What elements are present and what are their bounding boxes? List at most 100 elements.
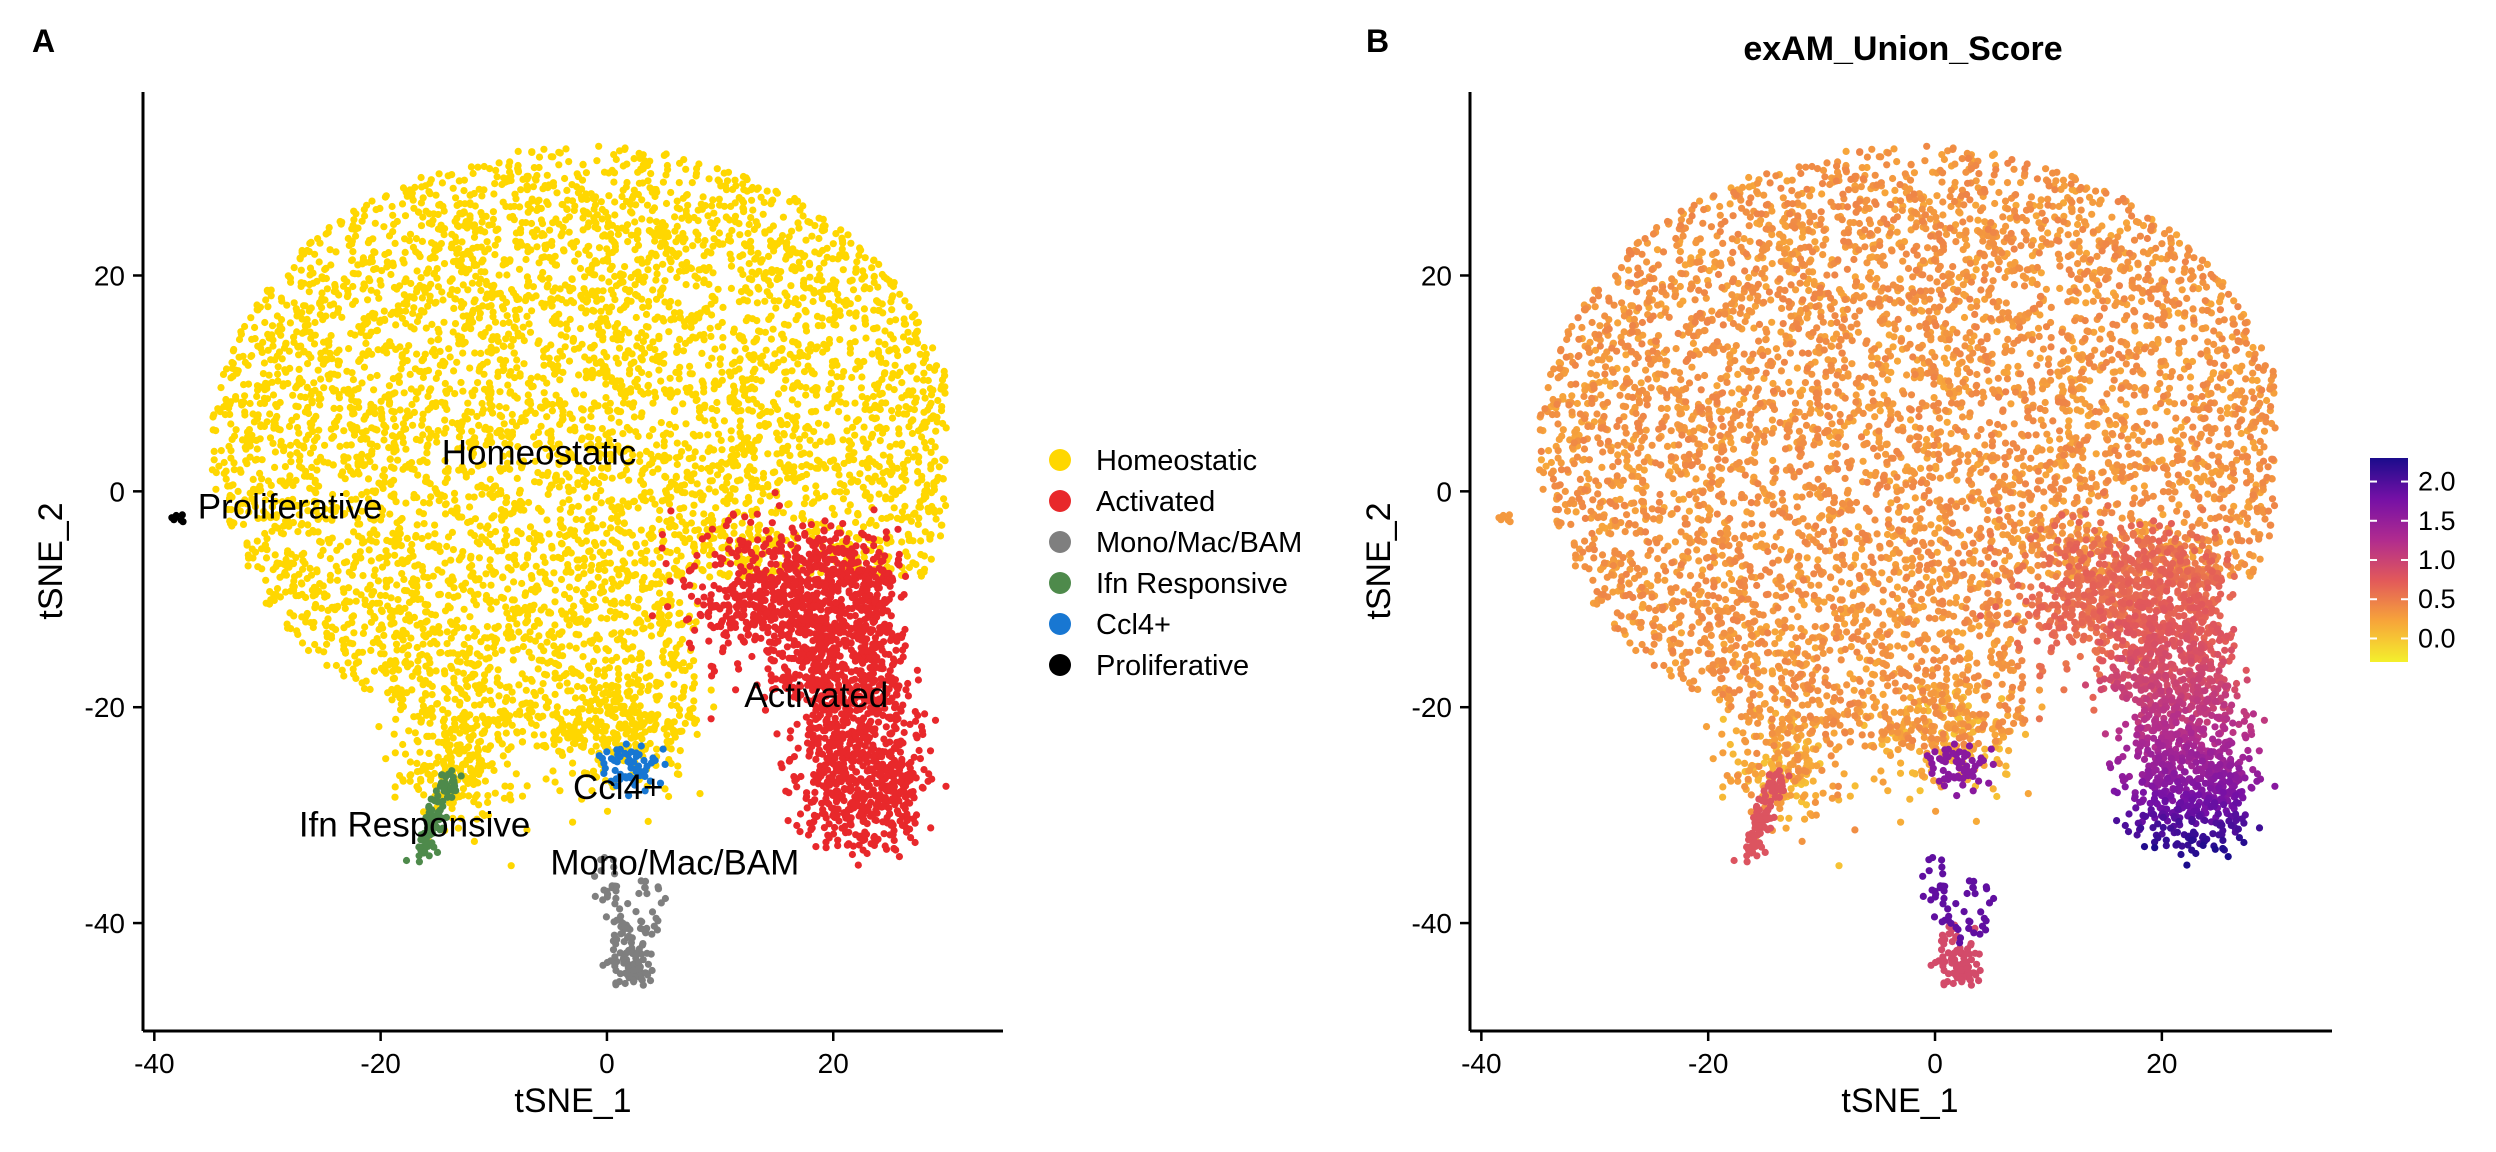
point-homeostatic: [625, 370, 634, 378]
point-homeostatic: [422, 691, 430, 699]
point-homeostatic: [564, 561, 572, 569]
point-homeostatic: [494, 235, 502, 243]
point-homeostatic: [662, 199, 671, 208]
point-homeostatic: [474, 590, 482, 598]
point-homeostatic: [515, 265, 524, 273]
point-homeostatic: [758, 409, 767, 418]
point-homeostatic: [376, 277, 384, 285]
point-homeostatic: [487, 581, 495, 589]
point-homeostatic: [477, 209, 485, 217]
point-homeostatic: [698, 349, 706, 357]
point-homeostatic: [579, 391, 588, 399]
point-homeostatic: [506, 203, 514, 211]
point-homeostatic: [582, 309, 590, 317]
point-homeostatic: [372, 206, 380, 214]
point-homeostatic: [667, 188, 675, 197]
point-homeostatic: [711, 377, 719, 385]
point-homeostatic: [822, 464, 830, 472]
point-homeostatic: [727, 372, 735, 380]
point-homeostatic: [688, 370, 696, 378]
point-homeostatic: [598, 425, 606, 433]
point-homeostatic: [631, 559, 639, 567]
point-homeostatic: [427, 337, 435, 345]
point-homeostatic: [812, 489, 821, 497]
point-homeostatic: [403, 300, 411, 308]
point-homeostatic: [244, 380, 253, 388]
point-homeostatic: [266, 434, 275, 442]
point-homeostatic: [254, 514, 262, 523]
point-homeostatic: [637, 166, 645, 174]
point-homeostatic: [337, 471, 345, 479]
point-homeostatic: [530, 731, 538, 739]
point-homeostatic: [798, 462, 806, 471]
point-homeostatic: [453, 201, 461, 209]
point-homeostatic: [389, 262, 397, 270]
point-homeostatic: [667, 297, 675, 306]
point-homeostatic: [238, 436, 247, 444]
point-homeostatic: [557, 331, 565, 339]
point-homeostatic: [332, 248, 340, 256]
point-homeostatic: [689, 333, 697, 341]
point-homeostatic: [392, 345, 400, 353]
point-homeostatic: [226, 410, 234, 418]
point-homeostatic: [460, 300, 468, 308]
point-homeostatic: [386, 510, 394, 518]
point-homeostatic: [612, 155, 620, 164]
point-homeostatic: [253, 537, 261, 545]
point-homeostatic: [792, 295, 800, 303]
point-homeostatic: [646, 216, 654, 224]
point-homeostatic: [523, 554, 532, 562]
point-homeostatic: [361, 623, 369, 631]
point-homeostatic: [719, 343, 727, 351]
point-homeostatic: [812, 441, 820, 449]
point-homeostatic: [508, 688, 516, 696]
point-homeostatic: [637, 387, 645, 396]
point-homeostatic: [247, 314, 255, 322]
point-homeostatic: [421, 600, 429, 609]
point-homeostatic: [492, 624, 500, 633]
point-homeostatic: [311, 604, 319, 612]
point-homeostatic: [937, 407, 946, 415]
point-homeostatic: [605, 249, 613, 257]
point-homeostatic: [267, 356, 275, 364]
point-homeostatic: [883, 275, 891, 283]
point-homeostatic: [489, 215, 497, 223]
point-homeostatic: [385, 232, 394, 240]
point-homeostatic: [253, 392, 261, 400]
point-homeostatic: [639, 625, 647, 633]
point-homeostatic: [539, 553, 547, 561]
point-homeostatic: [419, 625, 427, 633]
point-homeostatic: [689, 684, 697, 692]
point-homeostatic: [632, 201, 640, 209]
point-homeostatic: [757, 497, 765, 505]
point-homeostatic: [603, 353, 611, 361]
point-homeostatic: [510, 596, 518, 604]
point-homeostatic: [478, 409, 486, 417]
point-homeostatic: [673, 460, 681, 469]
point-homeostatic: [370, 571, 378, 580]
point-homeostatic: [879, 451, 888, 459]
point-homeostatic: [890, 279, 898, 287]
panel-label-b: B: [1366, 23, 1389, 59]
point-homeostatic: [889, 370, 897, 378]
point-homeostatic: [645, 432, 654, 440]
point-homeostatic: [378, 267, 386, 275]
point-homeostatic: [789, 416, 797, 424]
point-homeostatic: [588, 366, 596, 374]
point-homeostatic: [849, 423, 857, 431]
point-homeostatic: [638, 196, 646, 204]
point-homeostatic: [630, 671, 639, 679]
point-homeostatic: [580, 209, 589, 217]
point-homeostatic: [602, 394, 610, 402]
point-homeostatic: [265, 371, 273, 379]
point-homeostatic: [630, 399, 638, 407]
point-homeostatic: [441, 559, 449, 567]
point-homeostatic: [602, 303, 610, 311]
point-homeostatic: [439, 296, 447, 304]
point-homeostatic: [811, 222, 819, 230]
point-homeostatic: [875, 260, 883, 268]
point-homeostatic: [619, 162, 627, 170]
point-homeostatic: [515, 681, 523, 689]
point-homeostatic: [882, 359, 890, 367]
point-homeostatic: [317, 538, 325, 546]
